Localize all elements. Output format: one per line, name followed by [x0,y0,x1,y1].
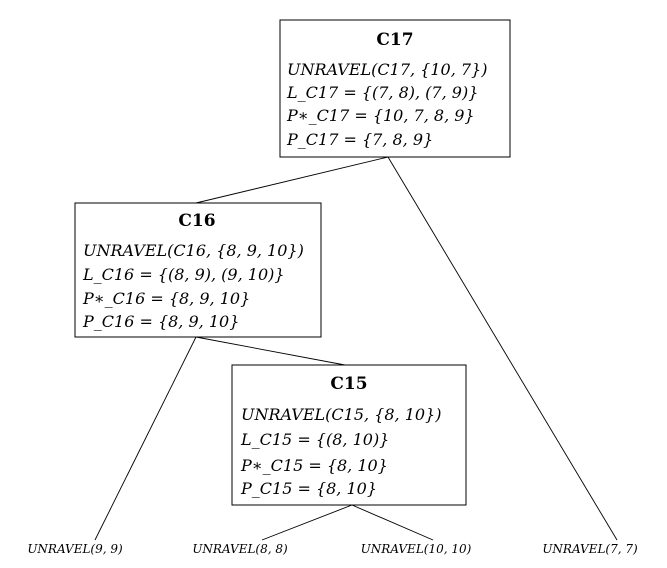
edge-c17-c16 [195,156,389,204]
leaf-unravel-9-9: UNRAVEL(9, 9) [27,542,123,556]
leaf-unravel-7-7: UNRAVEL(7, 7) [542,542,638,556]
node-c15: C15 UNRAVEL(C15, {8, 10}) L_C15 = {(8, 1… [231,364,467,506]
node-c15-pstar-set: P∗_C15 = {8, 10} [240,456,388,475]
node-c16-link-set: L_C16 = {(8, 9), (9, 10)} [82,265,285,284]
node-c17-link-set: L_C17 = {(7, 8), (7, 9)} [286,83,478,102]
node-c17: C17 UNRAVEL(C17, {10, 7}) L_C17 = {(7, 8… [279,19,511,158]
node-c15-title: C15 [330,374,367,394]
node-c16-unravel-call: UNRAVEL(C16, {8, 9, 10}) [83,241,304,260]
edge-c15-unravel-8-8 [261,504,353,541]
node-c17-title: C17 [376,30,413,50]
leaf-labels: UNRAVEL(9, 9) UNRAVEL(8, 8) UNRAVEL(10, … [27,542,638,556]
node-c15-link-set: L_C15 = {(8, 10)} [240,430,389,449]
edge-c16-c15 [195,336,346,366]
node-c16: C16 UNRAVEL(C16, {8, 9, 10}) L_C16 = {(8… [74,202,322,338]
node-c17-pstar-set: P∗_C17 = {10, 7, 8, 9} [286,106,475,125]
node-c16-p-set: P_C16 = {8, 9, 10} [82,312,239,331]
leaf-unravel-10-10: UNRAVEL(10, 10) [361,542,472,556]
node-c15-unravel-call: UNRAVEL(C15, {8, 10}) [241,405,441,424]
edge-c16-unravel-9-9 [94,336,197,541]
edge-c17-unravel-7-7 [387,156,618,541]
node-c15-p-set: P_C15 = {8, 10} [240,479,377,498]
node-c16-pstar-set: P∗_C16 = {8, 9, 10} [82,289,250,308]
node-c16-box [74,202,322,338]
node-c17-box [279,19,511,158]
node-c17-p-set: P_C17 = {7, 8, 9} [286,130,433,149]
node-c15-box [231,364,467,506]
node-c17-unravel-call: UNRAVEL(C17, {10, 7}) [287,60,487,79]
tree-edges [94,156,618,541]
node-c16-title: C16 [178,211,215,231]
leaf-unravel-8-8: UNRAVEL(8, 8) [192,542,288,556]
edge-c15-unravel-10-10 [351,504,434,541]
